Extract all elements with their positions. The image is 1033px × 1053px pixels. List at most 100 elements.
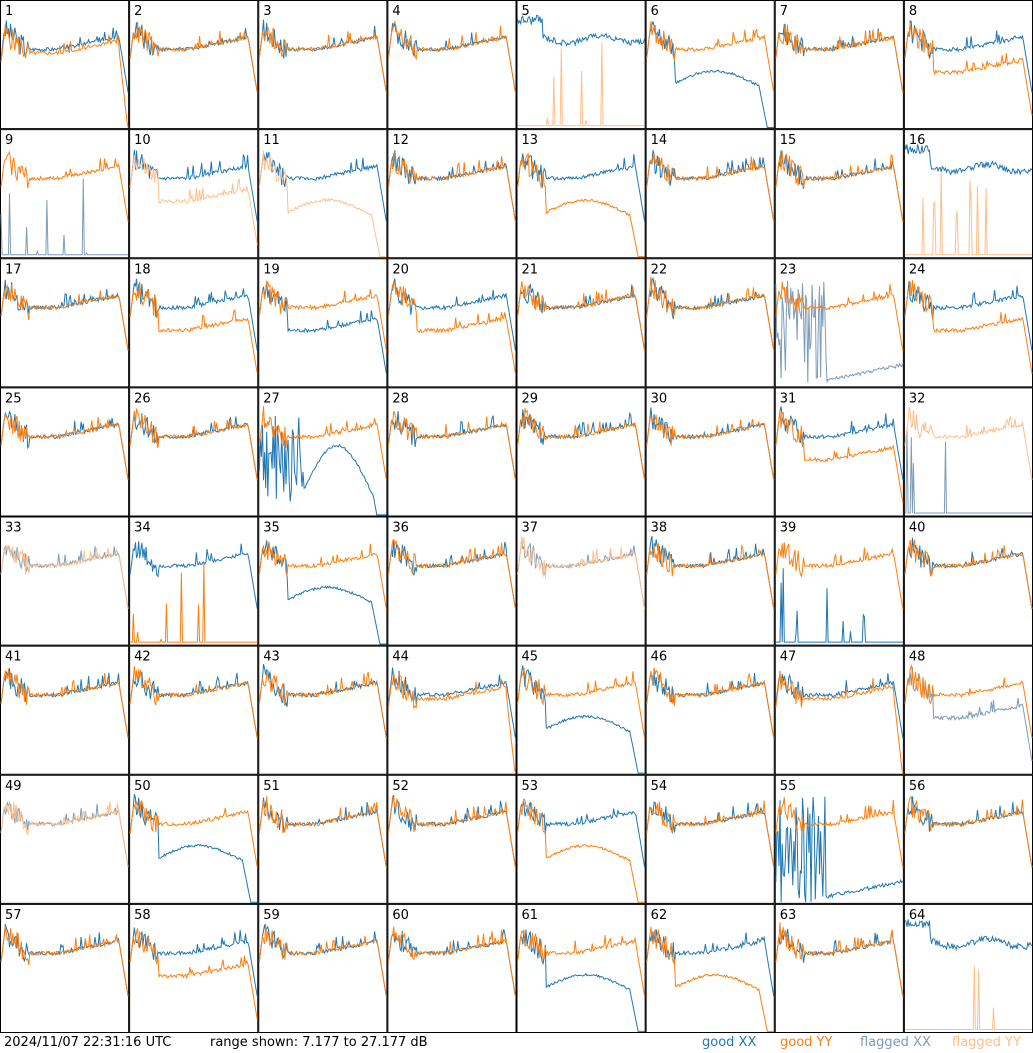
series-xx	[387, 278, 516, 351]
series-yy	[517, 152, 645, 258]
panel-51: 51	[258, 774, 388, 904]
series-yy	[904, 23, 1033, 116]
panel-frame	[387, 645, 517, 775]
panel-frame	[774, 516, 904, 646]
panel-frame	[258, 903, 388, 1033]
panel-label: 12	[392, 133, 409, 148]
panel-label: 31	[780, 391, 797, 406]
series-xx	[0, 279, 129, 351]
series-yy	[904, 795, 1033, 868]
series-yy	[517, 798, 645, 903]
series-yy	[904, 171, 1032, 256]
panel-frame	[516, 387, 646, 517]
series-yy	[517, 408, 646, 480]
panel-frame	[903, 516, 1033, 646]
series-yy	[0, 284, 129, 351]
panel-label: 43	[263, 650, 280, 665]
panel-label: 61	[522, 908, 539, 923]
panel-37: 37	[516, 516, 646, 646]
panel-frame	[774, 129, 904, 259]
series-yy	[0, 24, 129, 128]
series-yy	[517, 280, 646, 351]
series-yy	[904, 664, 1033, 739]
series-yy	[387, 795, 516, 868]
series-yy	[0, 150, 129, 222]
panel-48: 48	[903, 645, 1033, 775]
series-xx	[387, 667, 516, 739]
series-xx	[258, 540, 387, 645]
series-xx	[129, 671, 258, 739]
panel-label: 64	[909, 908, 926, 923]
panel-22: 22	[645, 258, 775, 388]
panel-43: 43	[258, 645, 388, 775]
panel-label: 37	[522, 521, 539, 536]
panel-frame	[0, 903, 130, 1033]
panel-label: 25	[5, 391, 22, 406]
series-yy	[646, 153, 775, 222]
series-yy	[129, 155, 258, 245]
panel-frame	[387, 129, 517, 259]
panel-label: 21	[522, 262, 539, 277]
series-xx	[517, 409, 646, 480]
panel-frame	[129, 129, 259, 259]
panel-12: 12	[387, 129, 517, 259]
panel-frame	[774, 903, 904, 1033]
series-yy	[646, 667, 775, 739]
panel-8: 8	[903, 0, 1033, 130]
panel-24: 24	[903, 258, 1033, 388]
panel-frame	[258, 0, 388, 130]
panel-label: 30	[651, 391, 668, 406]
panel-label: 55	[780, 779, 797, 794]
panel-label: 13	[522, 133, 539, 148]
panel-label: 51	[263, 779, 280, 794]
panel-1: 1	[0, 0, 130, 130]
panel-label: 26	[134, 391, 151, 406]
panel-frame	[0, 129, 130, 259]
panel-23: 23	[774, 258, 904, 388]
panel-frame	[774, 774, 904, 904]
series-yy	[775, 542, 904, 610]
panel-47: 47	[774, 645, 904, 775]
panel-20: 20	[387, 258, 517, 388]
series-yy	[130, 563, 258, 643]
panel-21: 21	[516, 258, 646, 388]
panel-label: 34	[134, 521, 151, 536]
panel-label: 22	[651, 262, 668, 277]
series-yy	[258, 280, 387, 351]
panel-frame	[774, 387, 904, 517]
panel-frame	[645, 516, 775, 646]
series-yy	[0, 926, 129, 997]
series-xx	[0, 545, 129, 610]
panel-frame	[258, 387, 388, 517]
series-yy	[129, 928, 258, 1020]
panel-label: 63	[780, 908, 797, 923]
legend-flagged-xx: flagged XX	[860, 1035, 931, 1050]
panel-label: 17	[5, 262, 22, 277]
series-yy	[775, 922, 904, 997]
panel-frame	[903, 0, 1033, 130]
series-xx	[129, 149, 258, 222]
panel-frame	[645, 774, 775, 904]
panel-frame	[258, 645, 388, 775]
series-xx	[775, 150, 904, 222]
series-yy	[904, 539, 1033, 610]
panel-18: 18	[129, 258, 259, 388]
legend-good-yy: good YY	[780, 1035, 833, 1050]
panel-frame	[516, 516, 646, 646]
series-xx	[0, 178, 129, 256]
series-yy	[775, 797, 904, 868]
panel-frame	[0, 258, 130, 388]
panel-13: 13	[516, 129, 646, 259]
panel-label: 8	[909, 4, 917, 19]
panel-60: 60	[387, 903, 517, 1033]
panel-frame	[903, 645, 1033, 775]
panel-9: 9	[0, 129, 130, 259]
series-yy	[646, 21, 775, 93]
panel-52: 52	[387, 774, 517, 904]
series-xx	[646, 20, 774, 128]
panel-56: 56	[903, 774, 1033, 904]
series-xx	[517, 14, 646, 47]
panel-label: 48	[909, 650, 926, 665]
series-yy	[258, 150, 387, 258]
panel-41: 41	[0, 645, 130, 775]
